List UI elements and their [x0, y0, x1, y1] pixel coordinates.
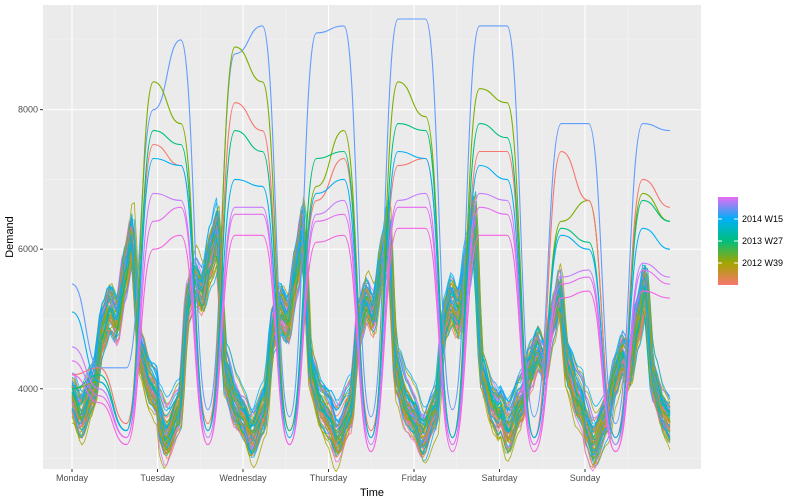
series-line	[71, 18, 671, 425]
x-tick-label: Thursday	[310, 473, 348, 483]
legend-colorbar	[718, 197, 738, 285]
x-tick-label: Saturday	[481, 473, 518, 483]
series-line	[71, 220, 671, 456]
legend-label: 2012 W39	[742, 258, 783, 268]
x-tick-label: Tuesday	[140, 473, 175, 483]
y-axis-title: Demand	[4, 216, 16, 258]
series-line	[71, 227, 671, 453]
series-line	[71, 150, 671, 439]
y-tick-label: 4000	[18, 384, 38, 394]
series-line	[71, 222, 671, 414]
legend-label: 2013 W27	[742, 236, 783, 246]
y-axis: 4000 6000 8000	[18, 105, 43, 394]
x-axis: Monday Tuesday Wednesday Thursday Friday Satu…	[56, 469, 601, 483]
series-line	[71, 228, 671, 469]
legend: 2014 W15 2013 W27 2012 W39	[718, 197, 783, 285]
x-tick-label: Monday	[56, 473, 89, 483]
series-line	[71, 209, 671, 428]
series-line	[71, 192, 671, 446]
x-tick-label: Sunday	[570, 473, 601, 483]
series-lines	[71, 18, 671, 473]
x-tick-label: Wednesday	[219, 473, 267, 483]
series-line	[71, 227, 671, 429]
y-tick-label: 8000	[18, 105, 38, 115]
x-tick-label: Friday	[401, 473, 427, 483]
series-line	[71, 211, 671, 456]
legend-label: 2014 W15	[742, 214, 783, 224]
x-axis-title: Time	[360, 487, 384, 499]
y-tick-label: 6000	[18, 244, 38, 254]
series-line	[71, 240, 671, 469]
